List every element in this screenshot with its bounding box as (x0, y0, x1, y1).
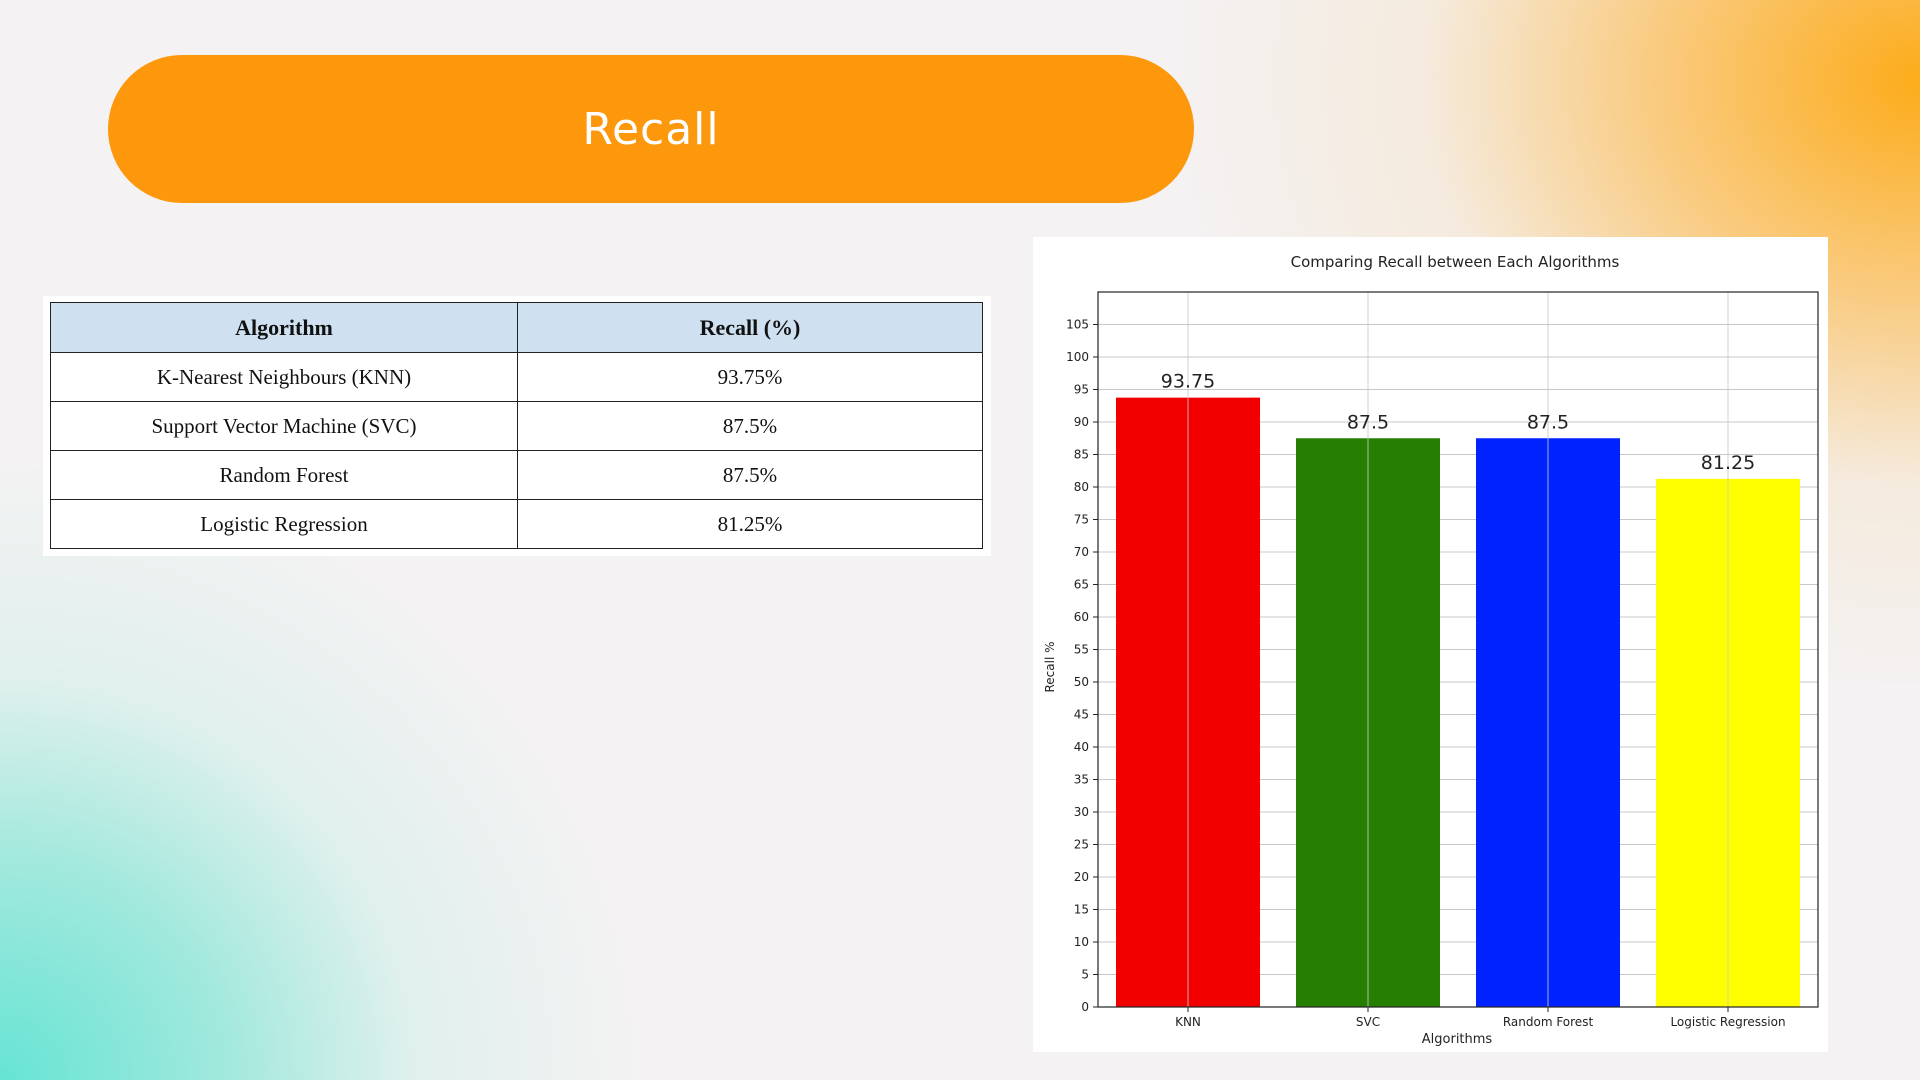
table-row: Random Forest 87.5% (50, 450, 983, 500)
recall-cell: 87.5% (517, 450, 983, 500)
y-tick-label: 40 (1074, 740, 1089, 754)
algorithm-cell: Support Vector Machine (SVC) (50, 401, 518, 451)
y-tick-label: 70 (1074, 545, 1089, 559)
recall-cell: 87.5% (517, 401, 983, 451)
y-tick-label: 30 (1074, 805, 1089, 819)
recall-cell: 93.75% (517, 352, 983, 402)
recall-cell: 81.25% (517, 499, 983, 549)
table-row: K-Nearest Neighbours (KNN) 93.75% (50, 352, 983, 402)
y-tick-label: 95 (1074, 383, 1089, 397)
y-tick-label: 60 (1074, 610, 1089, 624)
y-tick-label: 10 (1074, 935, 1089, 949)
y-tick-label: 5 (1081, 968, 1089, 982)
y-tick-label: 65 (1074, 578, 1089, 592)
header-recall: Recall (%) (517, 302, 983, 353)
axis-ticks: 0 5 10 15 20 25 30 35 40 45 50 55 60 65 70 75 80 85 90 95 10… (1066, 318, 1785, 1030)
y-tick-label: 25 (1074, 838, 1089, 852)
data-labels: 93.75 87.5 87.5 81.25 (1161, 371, 1755, 474)
table-row: Support Vector Machine (SVC) 87.5% (50, 401, 983, 451)
bars (1116, 397, 1800, 1007)
x-tick-label: KNN (1175, 1015, 1201, 1029)
chart-title: Comparing Recall between Each Algorithms (1291, 253, 1620, 271)
vertical-grid-lines (1187, 292, 1729, 1007)
data-label: 87.5 (1347, 411, 1389, 433)
y-tick-label: 15 (1074, 903, 1089, 917)
table-header-row: Algorithm Recall (%) (50, 302, 983, 353)
y-tick-label: 90 (1074, 415, 1089, 429)
x-tick-label: Random Forest (1503, 1015, 1594, 1029)
algorithm-cell: K-Nearest Neighbours (KNN) (50, 352, 518, 402)
x-axis-label: Algorithms (1422, 1032, 1493, 1047)
y-tick-label: 35 (1074, 773, 1089, 787)
data-label: 81.25 (1701, 452, 1755, 474)
table-row: Logistic Regression 81.25% (50, 499, 983, 549)
y-tick-label: 75 (1074, 513, 1089, 527)
x-tick-label: Logistic Regression (1670, 1015, 1785, 1029)
plot-frame (1097, 291, 1819, 1008)
recall-bar-chart: Comparing Recall between Each Algorithms… (1043, 253, 1819, 1047)
algorithm-cell: Logistic Regression (50, 499, 518, 549)
x-tick-label: SVC (1356, 1015, 1380, 1029)
data-label: 93.75 (1161, 371, 1215, 393)
y-tick-label: 85 (1074, 448, 1089, 462)
algorithm-cell: Random Forest (50, 450, 518, 500)
y-tick-label: 55 (1074, 643, 1089, 657)
slide-title: Recall (582, 103, 720, 155)
y-tick-label: 80 (1074, 480, 1089, 494)
recall-table-container: Algorithm Recall (%) K-Nearest Neighbour… (43, 296, 991, 556)
y-tick-label: 50 (1074, 675, 1089, 689)
title-banner: Recall (108, 55, 1194, 203)
y-tick-label: 0 (1081, 1000, 1089, 1014)
recall-table: Algorithm Recall (%) K-Nearest Neighbour… (50, 302, 983, 549)
y-tick-label: 20 (1074, 870, 1089, 884)
y-tick-label: 45 (1074, 708, 1089, 722)
data-label: 87.5 (1527, 411, 1569, 433)
y-tick-label: 100 (1066, 350, 1089, 364)
recall-chart-panel: Comparing Recall between Each Algorithms… (1033, 237, 1828, 1052)
y-tick-label: 105 (1066, 318, 1089, 332)
y-axis-label: Recall % (1043, 641, 1057, 692)
header-algorithm: Algorithm (50, 302, 518, 353)
